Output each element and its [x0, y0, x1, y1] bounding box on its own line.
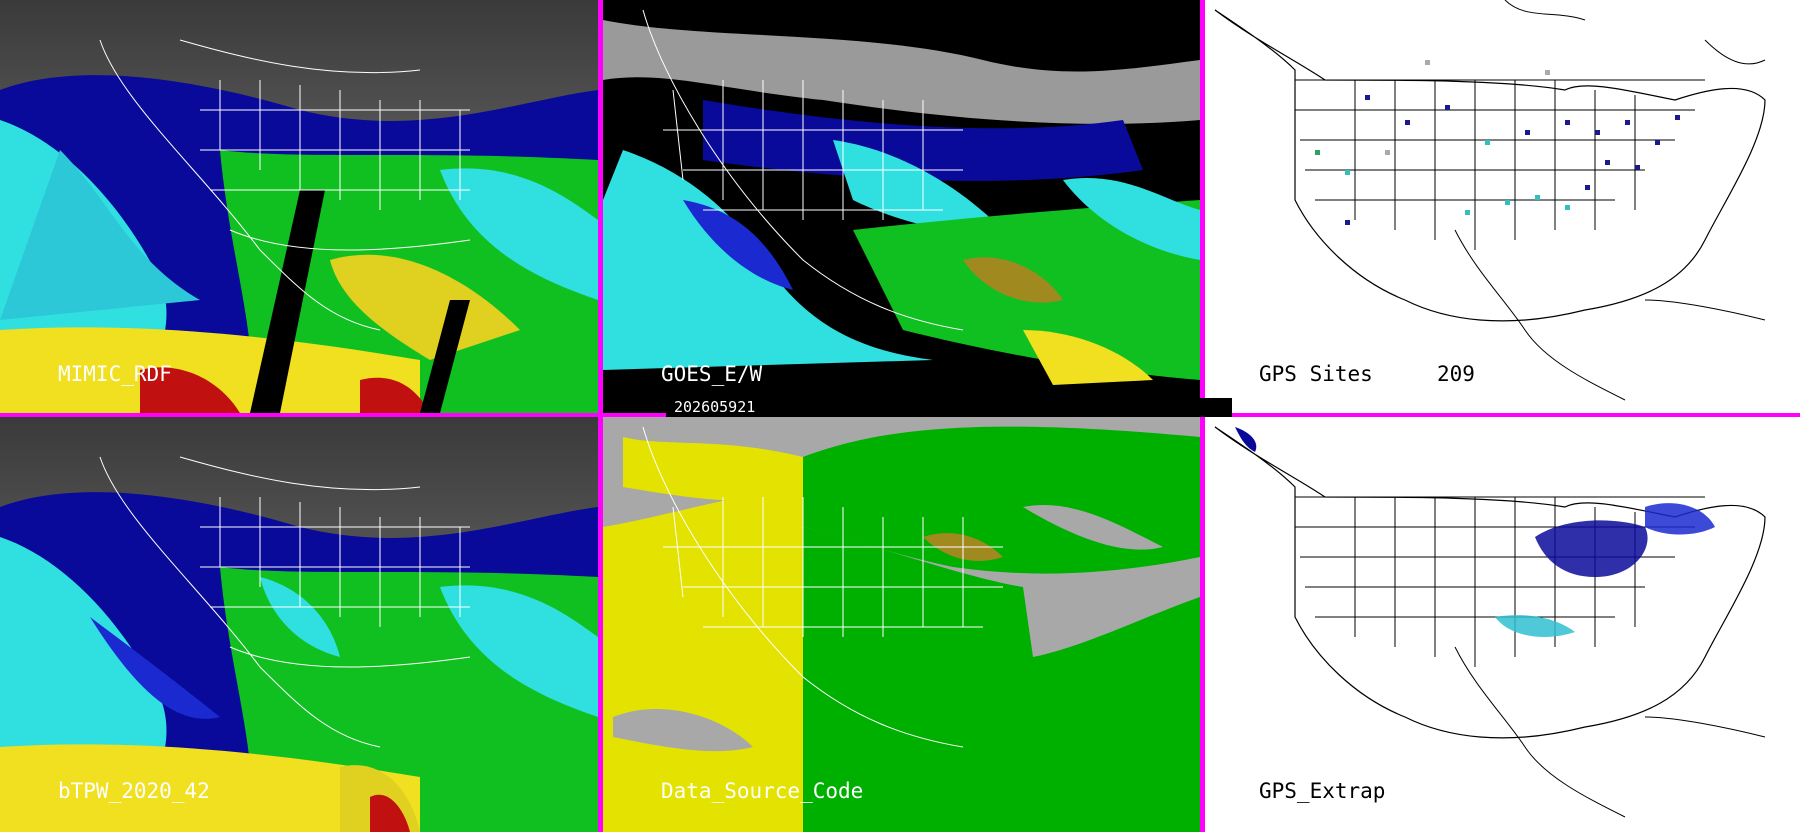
gps-site-markers: [1315, 60, 1680, 225]
mimic-rdf-map: [0, 0, 598, 413]
vertical-divider-left: [598, 0, 603, 832]
btpw-panel: bTPW_2020_42: [0, 417, 598, 832]
timestamp-bar: 202605921: [666, 398, 1232, 417]
gps-extrap-map: [1214, 426, 1766, 818]
panel-label-gps-extrap: GPS_Extrap: [1259, 779, 1386, 803]
btpw-map: [0, 417, 598, 832]
mimic-rdf-panel: MIMIC_RDF: [0, 0, 598, 413]
data-source-code-panel: Data_Source_Code: [603, 417, 1200, 832]
data-source-code-map: [603, 417, 1200, 832]
gps-sites-count: 209: [1437, 362, 1475, 386]
panel-label-data-source-code: Data_Source_Code: [661, 779, 864, 803]
goes-ew-panel: GOES_E/W: [603, 0, 1200, 413]
panel-label-btpw: bTPW_2020_42: [58, 779, 210, 803]
panel-label-mimic-rdf: MIMIC_RDF: [58, 362, 172, 386]
goes-ew-map: [603, 0, 1200, 413]
gps-extrap-panel: GPS_Extrap: [1205, 417, 1800, 832]
panel-label-goes-ew: GOES_E/W: [661, 362, 763, 386]
panel-label-gps-sites: GPS Sites: [1259, 362, 1373, 386]
gps-sites-panel: GPS Sites 209: [1205, 0, 1800, 413]
gps-sites-map: [1214, 0, 1766, 401]
